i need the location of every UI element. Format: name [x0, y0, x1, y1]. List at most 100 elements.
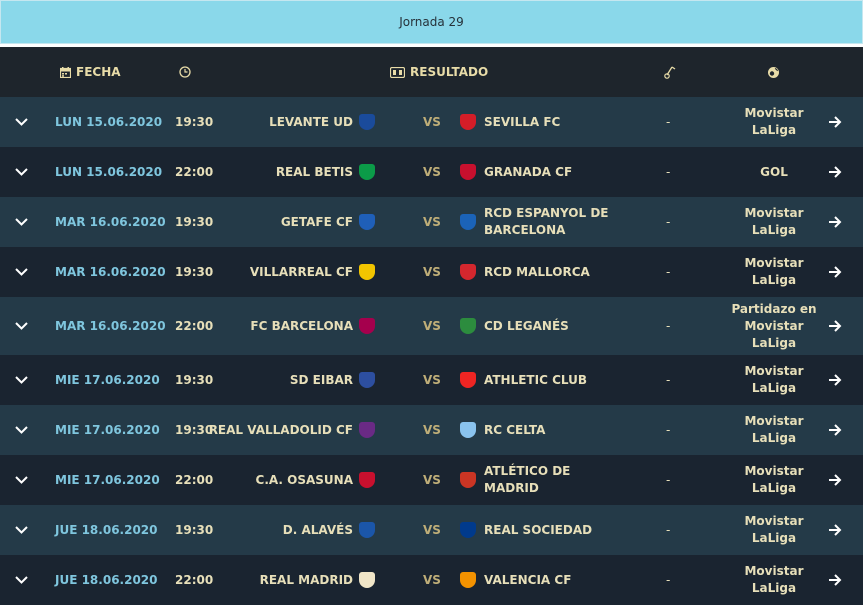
home-team: REAL MADRID — [260, 555, 375, 605]
matchday-title: Jornada 29 — [399, 15, 464, 29]
chevron-down-icon[interactable] — [12, 505, 30, 555]
match-row[interactable]: MAR 16.06.2020 19:30 GETAFE CF VS RCD ES… — [0, 197, 863, 247]
home-crest-icon — [359, 318, 375, 334]
chevron-down-icon[interactable] — [12, 147, 30, 197]
versus-label: VS — [423, 115, 441, 129]
tv-channel: Movistar LaLiga — [744, 564, 804, 595]
away-crest-icon — [460, 522, 476, 538]
match-date: LUN 15.06.2020 — [55, 165, 163, 179]
chevron-down-icon[interactable] — [12, 355, 30, 405]
header-fecha-label: FECHA — [76, 65, 121, 79]
home-team-name: REAL BETIS — [275, 165, 353, 179]
away-team: SEVILLA FC — [460, 97, 560, 147]
match-row[interactable]: MIE 17.06.2020 19:30 SD EIBAR VS ATHLETI… — [0, 355, 863, 405]
chevron-down-icon[interactable] — [12, 455, 30, 505]
tv-channel: Movistar LaLiga — [744, 414, 804, 445]
home-crest-icon — [359, 572, 375, 588]
match-time: 22:00 — [175, 319, 214, 333]
tv-channel: Partidazo en Movistar LaLiga — [731, 301, 817, 350]
versus-label: VS — [423, 423, 441, 437]
match-row[interactable]: MIE 17.06.2020 19:30 REAL VALLADOLID CF … — [0, 405, 863, 455]
tv-channel: Movistar LaLiga — [744, 106, 804, 137]
away-team: REAL SOCIEDAD — [460, 505, 592, 555]
arrow-right-icon[interactable] — [826, 97, 844, 147]
match-result: - — [666, 573, 671, 587]
home-team: SD EIBAR — [290, 355, 375, 405]
arrow-right-icon[interactable] — [826, 555, 844, 605]
match-row[interactable]: MAR 16.06.2020 22:00 FC BARCELONA VS CD … — [0, 297, 863, 355]
away-crest-icon — [460, 264, 476, 280]
arrow-right-icon[interactable] — [826, 505, 844, 555]
match-result: - — [666, 373, 671, 387]
away-team: VALENCIA CF — [460, 555, 571, 605]
versus-label: VS — [423, 319, 441, 333]
home-team-name: C.A. OSASUNA — [255, 473, 353, 487]
arrow-right-icon[interactable] — [826, 455, 844, 505]
match-row[interactable]: LUN 15.06.2020 19:30 LEVANTE UD VS SEVIL… — [0, 97, 863, 147]
scoreboard-icon — [390, 66, 405, 78]
away-team: ATLÉTICO DE MADRID — [460, 455, 624, 505]
match-date: MAR 16.06.2020 — [55, 265, 166, 279]
match-result: - — [666, 523, 671, 537]
home-team: LEVANTE UD — [269, 97, 375, 147]
chevron-down-icon[interactable] — [12, 555, 30, 605]
home-team: D. ALAVÉS — [283, 505, 375, 555]
match-time: 22:00 — [175, 473, 214, 487]
away-crest-icon — [460, 572, 476, 588]
versus-label: VS — [423, 473, 441, 487]
match-result: - — [666, 319, 671, 333]
arrow-right-icon[interactable] — [826, 147, 844, 197]
arrow-right-icon[interactable] — [826, 247, 844, 297]
away-team-name: ATLÉTICO DE MADRID — [484, 464, 571, 495]
away-team-name: ATHLETIC CLUB — [484, 372, 587, 387]
arrow-right-icon[interactable] — [826, 405, 844, 455]
match-date: JUE 18.06.2020 — [55, 523, 158, 537]
tv-channel: Movistar LaLiga — [744, 464, 804, 495]
away-team-name: RCD ESPANYOL DE BARCELONA — [484, 206, 609, 237]
home-crest-icon — [359, 472, 375, 488]
versus-label: VS — [423, 523, 441, 537]
match-time: 19:30 — [175, 115, 214, 129]
away-team: GRANADA CF — [460, 147, 572, 197]
away-crest-icon — [460, 318, 476, 334]
home-team: C.A. OSASUNA — [256, 455, 375, 505]
arrow-right-icon[interactable] — [826, 355, 844, 405]
away-team-name: RCD MALLORCA — [484, 264, 590, 279]
match-time: 19:30 — [175, 265, 214, 279]
arrow-right-icon[interactable] — [826, 197, 844, 247]
away-team-name: RC CELTA — [484, 422, 546, 437]
match-result: - — [666, 215, 671, 229]
chevron-down-icon[interactable] — [12, 247, 30, 297]
match-row[interactable]: JUE 18.06.2020 22:00 REAL MADRID VS VALE… — [0, 555, 863, 605]
match-date: MIE 17.06.2020 — [55, 373, 160, 387]
away-crest-icon — [460, 472, 476, 488]
header-resultado-label: RESULTADO — [410, 65, 489, 79]
match-time: 22:00 — [175, 165, 214, 179]
match-row[interactable]: JUE 18.06.2020 19:30 D. ALAVÉS VS REAL S… — [0, 505, 863, 555]
chevron-down-icon[interactable] — [12, 297, 30, 355]
away-crest-icon — [460, 214, 476, 230]
away-team-name: CD LEGANÉS — [484, 318, 569, 333]
match-date: MIE 17.06.2020 — [55, 423, 160, 437]
away-team-name: VALENCIA CF — [484, 572, 572, 587]
home-team-name: REAL VALLADOLID CF — [208, 423, 353, 437]
match-time: 19:30 — [175, 423, 214, 437]
arrow-right-icon[interactable] — [826, 297, 844, 355]
match-time: 19:30 — [175, 523, 214, 537]
chevron-down-icon[interactable] — [12, 405, 30, 455]
home-crest-icon — [359, 114, 375, 130]
whistle-icon — [664, 47, 676, 97]
home-crest-icon — [359, 214, 375, 230]
match-row[interactable]: MAR 16.06.2020 19:30 VILLARREAL CF VS RC… — [0, 247, 863, 297]
home-team-name: REAL MADRID — [259, 573, 353, 587]
calendar-icon — [60, 66, 71, 78]
away-team: RCD MALLORCA — [460, 247, 590, 297]
match-row[interactable]: LUN 15.06.2020 22:00 REAL BETIS VS GRANA… — [0, 147, 863, 197]
match-row[interactable]: MIE 17.06.2020 22:00 C.A. OSASUNA VS ATL… — [0, 455, 863, 505]
tv-broadcast-icon — [767, 47, 780, 97]
match-date: LUN 15.06.2020 — [55, 115, 163, 129]
match-date: MAR 16.06.2020 — [55, 215, 166, 229]
chevron-down-icon[interactable] — [12, 197, 30, 247]
chevron-down-icon[interactable] — [12, 97, 30, 147]
match-time: 19:30 — [175, 215, 214, 229]
